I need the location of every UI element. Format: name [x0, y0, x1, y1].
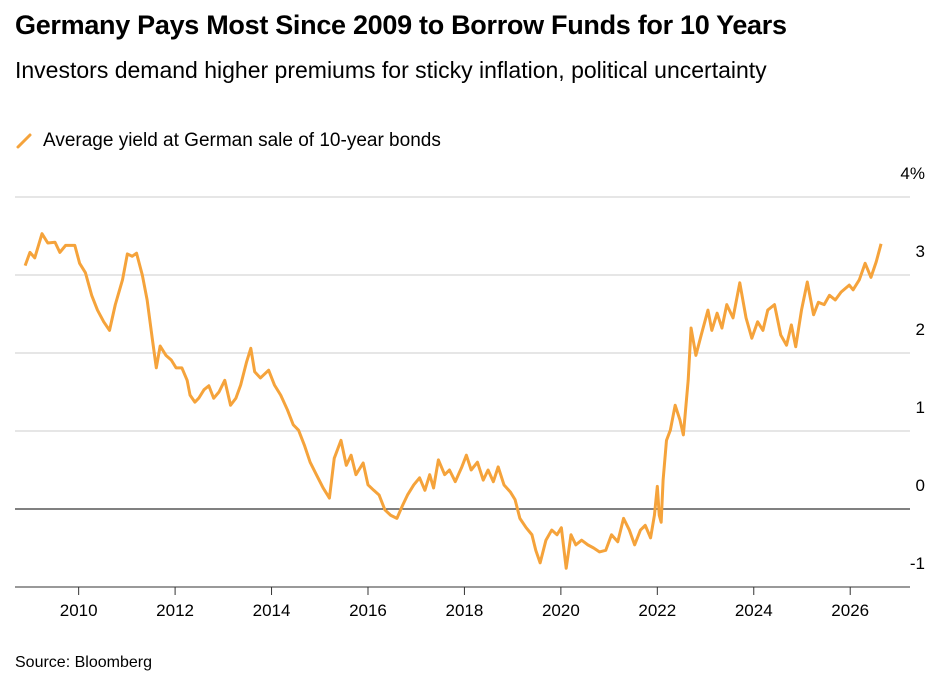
x-tick-label: 2012 — [156, 601, 194, 620]
x-tick-label: 2026 — [831, 601, 869, 620]
line-series — [23, 232, 883, 570]
legend-swatch — [16, 133, 32, 149]
legend-label: Average yield at German sale of 10-year … — [43, 130, 441, 151]
x-tick-label: 2018 — [446, 601, 484, 620]
y-tick-label: 1 — [916, 398, 925, 417]
x-tick-label: 2024 — [735, 601, 773, 620]
y-tick-label: 4% — [900, 164, 925, 183]
legend: Average yield at German sale of 10-year … — [15, 130, 441, 152]
x-tick-label: 2014 — [253, 601, 291, 620]
x-tick-label: 2022 — [638, 601, 676, 620]
source: Source: Bloomberg — [15, 654, 152, 671]
y-tick-label: -1 — [910, 554, 925, 573]
chart-title: Germany Pays Most Since 2009 to Borrow F… — [15, 10, 787, 40]
y-tick-label: 2 — [916, 320, 925, 339]
x-tick-label: 2020 — [542, 601, 580, 620]
chart-subtitle: Investors demand higher premiums for sti… — [15, 57, 767, 83]
x-tick-label: 2010 — [60, 601, 98, 620]
y-tick-label: 3 — [916, 242, 925, 261]
y-tick-label: 0 — [916, 476, 925, 495]
x-tick-label: 2016 — [349, 601, 387, 620]
